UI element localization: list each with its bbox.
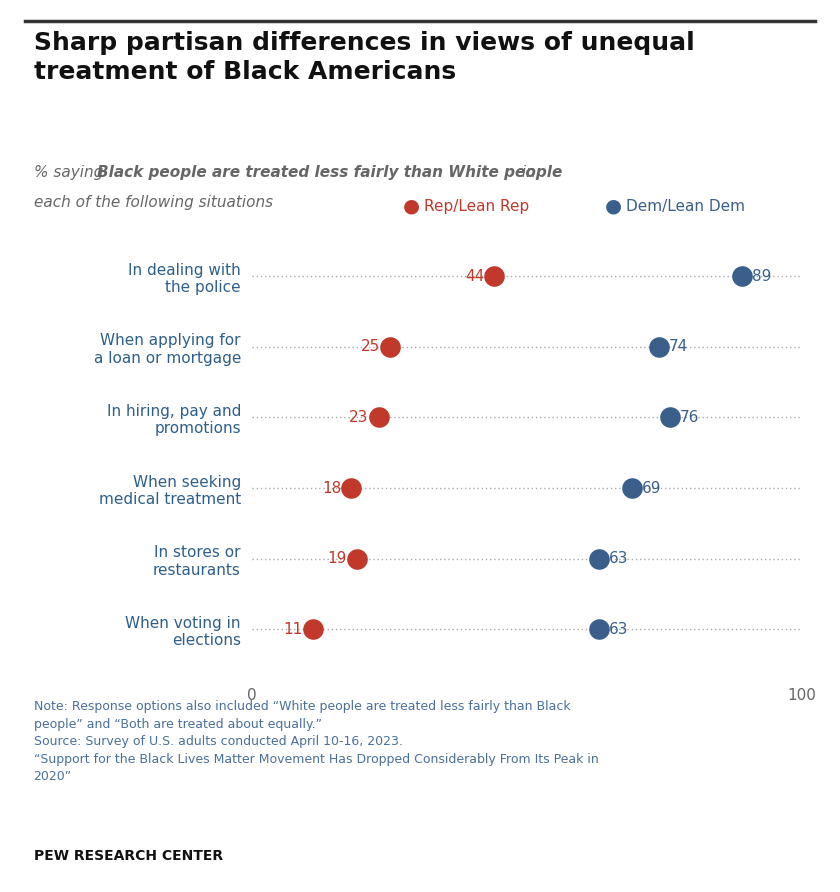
Text: Note: Response options also included “White people are treated less fairly than : Note: Response options also included “Wh… (34, 700, 598, 783)
Text: 69: 69 (642, 481, 661, 496)
Text: 89: 89 (752, 268, 771, 284)
Text: each of the following situations: each of the following situations (34, 195, 273, 211)
Text: 19: 19 (328, 551, 347, 566)
Text: PEW RESEARCH CENTER: PEW RESEARCH CENTER (34, 849, 223, 863)
Text: 76: 76 (680, 409, 700, 425)
Point (664, 410, 677, 425)
Text: % saying: % saying (34, 165, 108, 180)
Point (344, 481, 358, 495)
Point (592, 623, 606, 637)
Point (625, 481, 638, 495)
Text: 18: 18 (322, 481, 341, 496)
Point (487, 268, 501, 283)
Text: 63: 63 (608, 551, 628, 566)
Point (372, 410, 386, 425)
Text: Dem/Lean Dem: Dem/Lean Dem (626, 199, 745, 213)
Text: 25: 25 (360, 339, 380, 354)
Point (306, 623, 319, 637)
Point (592, 551, 606, 566)
Text: 74: 74 (669, 339, 688, 354)
Text: ●: ● (605, 196, 622, 216)
Text: in: in (517, 165, 535, 180)
Text: 44: 44 (465, 268, 484, 284)
Text: ●: ● (403, 196, 420, 216)
Point (653, 340, 666, 354)
Point (349, 551, 363, 566)
Text: 23: 23 (349, 409, 369, 425)
Text: Sharp partisan differences in views of unequal
treatment of Black Americans: Sharp partisan differences in views of u… (34, 31, 695, 84)
Text: 63: 63 (608, 622, 628, 637)
Text: Black people are treated less fairly than White people: Black people are treated less fairly tha… (97, 165, 562, 180)
Point (735, 268, 748, 283)
Text: Rep/Lean Rep: Rep/Lean Rep (424, 199, 529, 213)
Text: 11: 11 (283, 622, 302, 637)
Point (383, 340, 396, 354)
